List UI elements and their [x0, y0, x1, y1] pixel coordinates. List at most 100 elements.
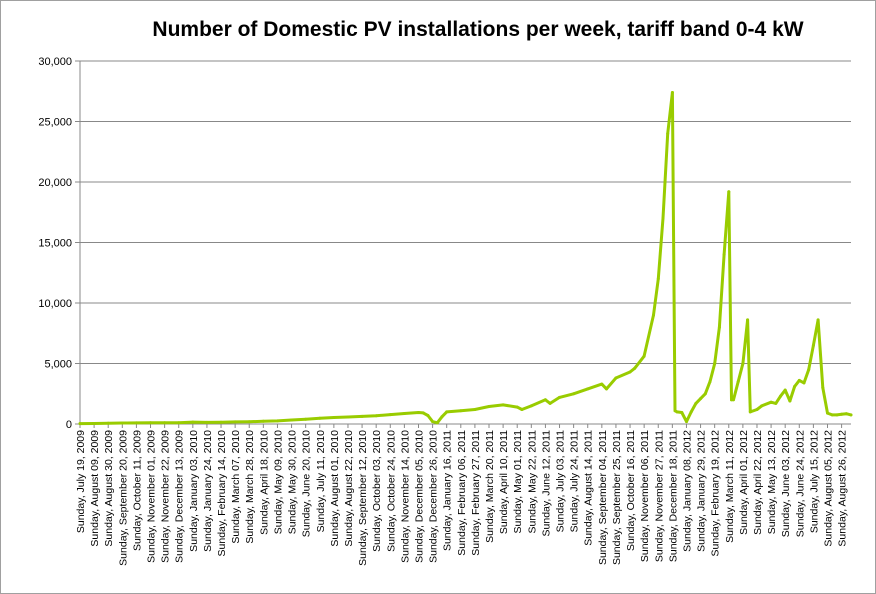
y-tick-label: 25,000	[38, 117, 72, 129]
y-tick-label: 30,000	[38, 56, 72, 68]
x-tick-label: Sunday, July 19, 2009	[75, 430, 87, 533]
data-point	[642, 354, 646, 358]
x-tick-label: Sunday, June 12, 2011	[540, 430, 552, 537]
x-tick-label: Sunday, February 14, 2010	[216, 430, 228, 557]
data-point	[760, 404, 764, 408]
x-tick-label: Sunday, October 03, 2010	[371, 430, 383, 552]
x-tick-label: Sunday, June 03, 2012	[780, 430, 792, 537]
x-tick-label: Sunday, July 15, 2012	[808, 430, 820, 533]
data-point	[708, 380, 712, 384]
x-tick-label: Sunday, May 09, 2010	[272, 430, 284, 534]
data-point	[332, 416, 336, 419]
data-point	[572, 392, 576, 396]
data-point	[727, 190, 731, 194]
x-tick-label: Sunday, January 16, 2011	[442, 430, 454, 551]
data-point	[558, 395, 561, 399]
x-tick-label: Sunday, April 22, 2012	[752, 430, 764, 535]
data-point	[736, 380, 740, 384]
data-point	[788, 399, 792, 403]
data-point	[844, 412, 848, 416]
data-point	[694, 401, 698, 405]
data-point	[548, 401, 552, 405]
data-point	[821, 386, 825, 390]
data-point	[445, 410, 449, 414]
data-point	[134, 421, 138, 425]
data-point	[421, 411, 425, 415]
gridlines	[80, 60, 851, 364]
data-point	[459, 409, 463, 413]
data-point	[374, 414, 378, 418]
x-tick-label: Sunday, January 29, 2012	[696, 430, 708, 552]
data-point	[628, 370, 632, 374]
chart-title: Number of Domestic PV installations per …	[152, 18, 804, 41]
data-point	[746, 318, 750, 322]
data-point	[586, 387, 590, 391]
x-tick-label: Sunday, August 30, 2009	[103, 430, 115, 547]
x-tick-label: Sunday, July 11, 2010	[315, 430, 327, 533]
data-point	[830, 413, 834, 417]
data-point	[360, 414, 364, 418]
data-point	[92, 422, 96, 425]
x-tick-label: Sunday, January 24, 2010	[202, 430, 214, 552]
x-tick-label: Sunday, August 01, 2010	[329, 430, 341, 547]
data-point	[605, 387, 608, 391]
x-tick-label: Sunday, September 04, 2011	[597, 430, 609, 565]
data-point	[807, 368, 811, 372]
data-point	[755, 408, 759, 411]
x-tick-label: Sunday, February 19, 2012	[710, 430, 722, 557]
x-tick-label: Sunday, April 10, 2011	[498, 430, 510, 534]
data-point	[774, 401, 778, 405]
data-point	[346, 415, 350, 419]
data-point	[78, 422, 82, 426]
data-point	[699, 397, 703, 401]
data-point	[440, 415, 444, 419]
x-tick-label: Sunday, June 24, 2012	[794, 430, 806, 537]
data-point	[600, 382, 604, 386]
x-tick-label: Sunday, December 18, 2011	[667, 430, 679, 562]
x-tick-label: Sunday, August 05, 2012	[822, 430, 834, 547]
series-line	[78, 91, 853, 426]
x-tick-label: Sunday, April 18, 2010	[258, 430, 270, 535]
data-point	[501, 403, 505, 407]
x-tick-label: Sunday, October 16, 2011	[625, 430, 637, 551]
x-tick-label: Sunday, November 01, 2009	[146, 430, 158, 563]
x-tick-label: Sunday, March 28, 2010	[244, 430, 256, 544]
series-layer	[78, 91, 853, 426]
data-point	[304, 417, 308, 421]
data-point	[840, 412, 844, 416]
x-tick-label: Sunday, September 25, 2011	[611, 430, 623, 565]
data-point	[656, 277, 660, 281]
y-tick-label: 10,000	[38, 298, 72, 310]
data-point	[703, 392, 707, 396]
data-point	[487, 405, 491, 408]
x-tick-label: Sunday, May 22, 2011	[526, 430, 538, 534]
data-point	[426, 414, 430, 417]
data-point	[417, 411, 420, 414]
data-point	[149, 421, 152, 425]
data-point	[713, 362, 717, 365]
x-tick-label: Sunday, August 09, 2009	[89, 430, 101, 547]
data-point	[435, 421, 439, 425]
x-tick-label: Sunday, March 07, 2010	[230, 430, 242, 544]
data-point	[543, 398, 547, 402]
data-point	[811, 343, 815, 347]
data-point	[675, 410, 679, 414]
x-tick-label: Sunday, September 20, 2009	[117, 430, 129, 566]
data-point	[219, 420, 223, 424]
data-point	[177, 421, 181, 425]
x-tick-label: Sunday, August 26, 2012	[837, 430, 849, 547]
data-point	[247, 420, 251, 424]
y-tick-label: 0	[66, 419, 72, 431]
x-tick-label: Sunday, May 30, 2010	[287, 430, 299, 534]
x-tick-label: Sunday, August 22, 2010	[343, 430, 355, 547]
x-tick-label: Sunday, August 14, 2011	[583, 430, 595, 546]
data-point	[769, 400, 773, 404]
data-point	[802, 381, 806, 385]
data-point	[816, 318, 820, 322]
data-point	[529, 404, 533, 408]
data-point	[318, 416, 322, 420]
x-tick-label: Sunday, December 26, 2010	[428, 430, 440, 563]
y-tick-label: 20,000	[38, 177, 72, 189]
data-point	[276, 419, 279, 423]
